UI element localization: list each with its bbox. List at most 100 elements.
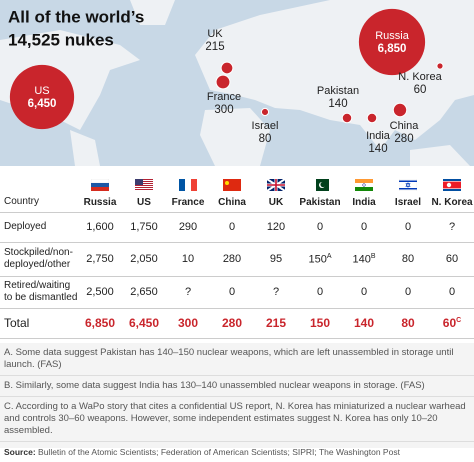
cell: 6,450 [122, 308, 166, 339]
cell-value: 0 [228, 286, 236, 298]
cell: 2,050 [122, 242, 166, 277]
header-text: Israel [394, 196, 422, 208]
cell-value: ? [448, 221, 456, 233]
table: Country Russia US France China UK Pakistan Indi… [0, 166, 474, 339]
notes: A. Some data suggest Pakistan has 140–15… [0, 343, 474, 457]
cell: 80 [386, 308, 430, 339]
flag [298, 178, 342, 197]
column-header: Russia [78, 166, 122, 213]
cell-value: ? [272, 286, 280, 298]
bubble [358, 8, 426, 76]
cell: 95 [254, 242, 298, 277]
cell-value: 60 [445, 253, 459, 265]
column-header: India [342, 166, 386, 213]
footnote: B. Similarly, some data suggest India ha… [0, 376, 474, 397]
cell-value: 0 [404, 221, 412, 233]
column-header: UK [254, 166, 298, 213]
bubble [215, 74, 231, 90]
header-text: France [171, 196, 205, 208]
cell: 215 [254, 308, 298, 339]
cell: 0 [342, 212, 386, 243]
flag [254, 177, 298, 197]
cell: 0 [298, 276, 342, 309]
header-text: N. Korea [431, 196, 473, 208]
flag [122, 178, 166, 197]
title: All of the world’s [8, 7, 144, 26]
cell-value: 0 [404, 286, 412, 298]
row-label: Retired/waiting to be dismantled [0, 276, 78, 309]
footnote-text: According to a WaPo story that cites a c… [4, 401, 466, 436]
value-label: 6,450 [28, 98, 57, 110]
cell-value: 2,650 [130, 286, 158, 298]
flag-icon [90, 178, 110, 191]
bubble [366, 112, 378, 124]
table-row: Deployed 1,600 1,750 290 0 120 0 0 0? [0, 212, 474, 243]
footnote-letter: A. [4, 347, 13, 358]
bubble [436, 62, 444, 70]
cell: 0 [210, 212, 254, 243]
cell-value: 2,050 [130, 253, 158, 265]
cell-value: 95 [269, 253, 283, 265]
cell: 150A [298, 242, 342, 277]
cell-value: 120 [266, 221, 286, 233]
flag [166, 178, 210, 197]
header-label: Country [0, 166, 78, 213]
source-text: Bulletin of the Atomic Scientists; Feder… [38, 447, 400, 457]
country-label: Israel [252, 120, 279, 132]
cell-value: 140 [352, 253, 371, 266]
bubble [260, 107, 270, 117]
header-text: India [352, 196, 376, 208]
cell-value: 0 [316, 221, 324, 233]
value-label: 280 [394, 133, 413, 145]
table-row: Retired/waiting to be dismantled 2,500 2,6… [0, 276, 474, 309]
cell-value: 0 [360, 221, 368, 233]
cell-value: 140 [353, 316, 375, 330]
cell: 2,650 [122, 276, 166, 309]
cell-value: 300 [177, 316, 199, 330]
country-label: Russia [375, 30, 410, 42]
cell: 120 [254, 212, 298, 243]
column-header: US [122, 166, 166, 213]
cell-value: 0 [316, 286, 324, 298]
value-label: 60 [414, 84, 427, 96]
flag-icon [223, 178, 241, 191]
header-text: UK [268, 196, 284, 208]
superscript: C [456, 317, 462, 324]
cell: ? [254, 276, 298, 309]
cell: 10 [166, 242, 210, 277]
cell: 60C [430, 308, 474, 339]
country-label: UK [207, 28, 223, 40]
cell: 280 [210, 308, 254, 339]
value-label: 300 [214, 104, 233, 116]
cell: 2,500 [78, 276, 122, 309]
cell: 140B [342, 242, 386, 277]
source-label: Source: [4, 447, 36, 457]
header-text: China [218, 196, 246, 208]
cell: 290 [166, 212, 210, 243]
flag-icon [135, 178, 153, 191]
value-label: 140 [328, 98, 347, 110]
flag-icon [443, 178, 461, 191]
flag [386, 178, 430, 197]
cell: 80 [386, 242, 430, 277]
cell: 1,750 [122, 212, 166, 243]
cell: ? [430, 212, 474, 243]
value-label: 6,850 [378, 43, 407, 55]
cell-value: 280 [222, 253, 242, 265]
country-label: US [34, 85, 49, 97]
row-label: Total [0, 308, 78, 339]
cell: 0 [386, 276, 430, 309]
source: Source: Bulletin of the Atomic Scientist… [0, 442, 474, 462]
country-label: N. Korea [398, 71, 442, 83]
cell-value: 6,450 [128, 316, 160, 330]
bubble [392, 102, 408, 118]
value-label: 140 [368, 143, 387, 155]
column-header: N. Korea [430, 166, 474, 213]
flag-icon [266, 177, 286, 192]
header-text: Pakistan [299, 196, 341, 208]
flag-icon [179, 178, 197, 191]
country-label: Pakistan [317, 85, 359, 97]
cell-value: ? [184, 286, 192, 298]
value-label: 215 [205, 41, 224, 53]
cell: 1,600 [78, 212, 122, 243]
